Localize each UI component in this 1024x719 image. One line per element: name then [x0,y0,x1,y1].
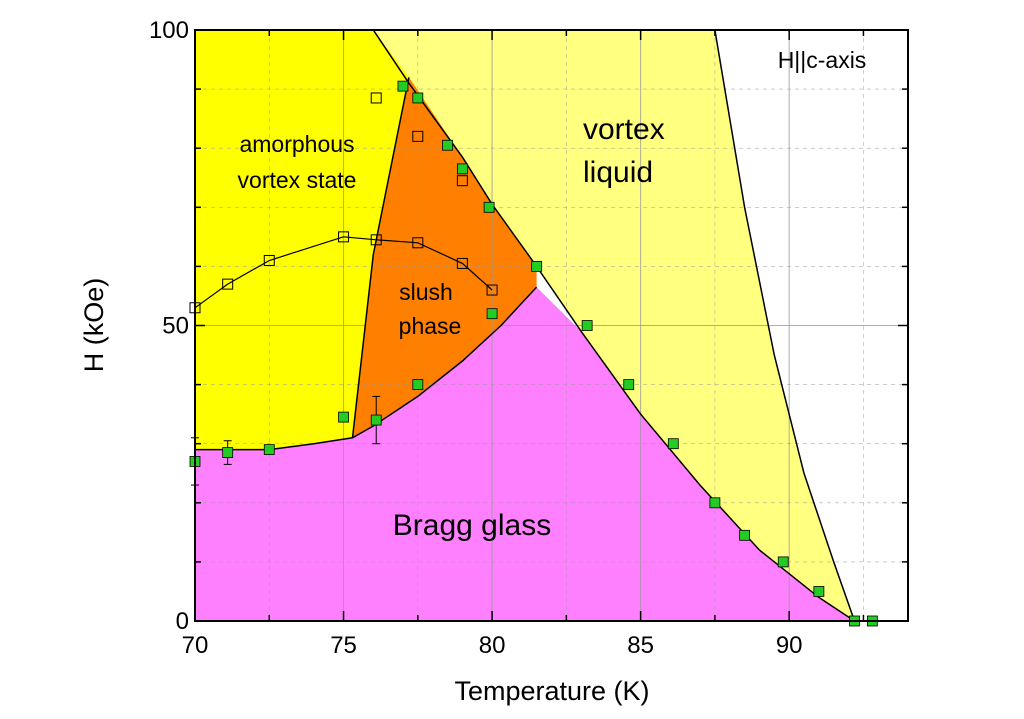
region-label-liquid-line1: vortex [583,113,665,146]
data-point-open [222,278,234,290]
data-point-filled [531,260,543,272]
data-point-filled [263,444,275,456]
data-point-open [486,284,498,296]
data-point-open [370,92,382,104]
data-point-filled [412,92,424,104]
boundary-bragg-glass [195,286,538,451]
x-tick-label: 80 [479,632,506,659]
data-point-open [263,254,275,266]
data-point-open [370,234,382,246]
data-point-filled [222,447,234,458]
data-point-open [456,175,468,187]
data-point-filled [370,414,382,426]
region-label-liquid-line2: liquid [583,156,653,189]
field-direction-annotation: H||c-axis [778,47,867,73]
region-amorphous-vortex-state [195,30,409,450]
x-tick-label: 90 [776,632,803,659]
data-point-open [412,130,424,142]
x-axis-title: Temperature (K) [454,676,649,706]
data-point-filled [777,556,789,568]
data-point-filled [623,379,635,391]
data-point-open [412,237,424,249]
data-point-open [456,257,468,269]
region-label-slush-line1: slush [399,279,453,305]
x-tick-label: 85 [627,632,654,659]
region-label-bragg: Bragg glass [393,509,551,542]
data-point-open [338,231,350,243]
data-point-filled [581,320,593,331]
region-slush-phase [352,77,537,438]
y-tick-label: 0 [176,608,189,635]
region-label-slush-line2: phase [399,313,462,339]
grid-lines [194,30,908,621]
data-point-filled [813,586,825,597]
region-label-amorphous-line2: vortex state [238,167,357,193]
data-point-filled [338,411,349,423]
y-tick-label: 50 [162,313,189,340]
x-tick-label: 70 [182,632,209,659]
boundary-slush [351,77,410,438]
region-bragg-glass [195,287,855,621]
data-point-filled [739,529,751,541]
fit-curve-open-squares [194,236,493,309]
data-point-filled [709,497,721,509]
data-point-filled [397,80,409,92]
data-point-filled [486,308,498,320]
axis-ticks: 70 75 80 85 90 0 50 100 [149,17,908,659]
data-point-filled [412,379,424,391]
y-axis-title: H (kOe) [79,278,109,373]
data-point-filled [667,438,679,450]
boundary-melting [714,29,856,622]
y-tick-label: 100 [149,17,189,44]
x-tick-label: 75 [330,632,357,659]
region-label-amorphous-line1: amorphous [239,131,354,157]
data-point-filled [456,163,468,175]
data-point-filled [442,139,453,151]
data-point-filled [483,201,495,213]
